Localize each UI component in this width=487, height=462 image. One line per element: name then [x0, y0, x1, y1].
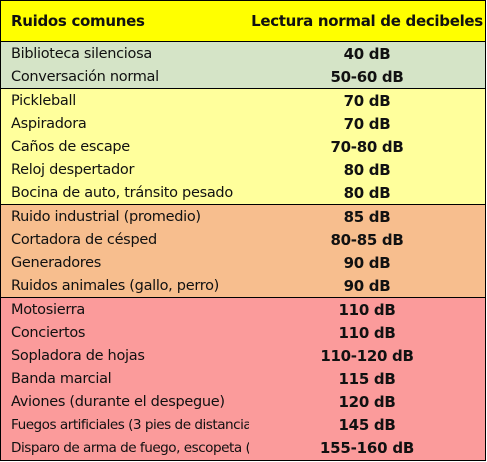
decibel-cell: 70 dB: [249, 88, 486, 112]
decibel-cell: 115 dB: [338, 369, 396, 388]
header-decibel: Lectura normal de decibeles: [249, 0, 486, 42]
decibel-cell: 90 dB: [343, 253, 391, 272]
sound-cell: Aviones (durante el despegue): [11, 393, 225, 410]
decibel-cell: 40 dB: [343, 44, 391, 63]
header-row: Ruidos comunes Lectura normal de decibel…: [0, 0, 486, 42]
decibel-cell: 80-85 dB: [330, 230, 404, 249]
sound-cell: Ruidos animales (gallo, perro): [11, 277, 220, 294]
decibel-cell: 155-160 dB: [319, 439, 415, 457]
decibel-cell: 120 dB: [338, 392, 396, 411]
decibel-cell: 70-80 dB: [330, 137, 404, 156]
decibel-cell: 80 dB: [343, 160, 391, 179]
sound-cell: Sopladora de hojas: [11, 347, 145, 364]
table-row: Motosierra 110 dB: [0, 297, 486, 321]
decibel-cell: 70 dB: [343, 114, 391, 133]
decibel-cell: 50-60 dB: [330, 67, 404, 86]
table-row: Ruido industrial (promedio) 85 dB: [0, 204, 486, 228]
sound-cell: Bocina de auto, tránsito pesado: [11, 184, 233, 201]
sound-cell: Conversación normal: [11, 68, 159, 85]
sound-cell: Ruido industrial (promedio): [0, 204, 249, 228]
decibel-cell: 145 dB: [338, 415, 396, 434]
table-row: Banda marcial 115 dB: [0, 367, 486, 390]
sound-cell: Conciertos: [11, 324, 86, 341]
header-sound: Ruidos comunes: [0, 0, 249, 42]
decibel-cell: 85 dB: [249, 204, 486, 228]
decibel-cell: 80 dB: [343, 183, 391, 202]
sound-cell: Aspiradora: [11, 115, 87, 132]
sound-cell: Disparo de arma de fuego, escopeta (rura…: [11, 440, 249, 456]
sound-cell: Caños de escape: [11, 138, 130, 155]
table-row: Caños de escape 70-80 dB: [0, 135, 486, 158]
sound-cell: Banda marcial: [11, 370, 112, 387]
sound-cell: Motosierra: [0, 297, 249, 321]
table-row: Aviones (durante el despegue) 120 dB: [0, 390, 486, 413]
sound-cell: Pickleball: [0, 88, 249, 112]
table-row: Biblioteca silenciosa 40 dB: [0, 41, 486, 65]
sound-cell: Generadores: [11, 254, 102, 271]
table-row: Generadores 90 dB: [0, 251, 486, 274]
table-row: Pickleball 70 dB: [0, 88, 486, 112]
decibel-cell: 110-120 dB: [320, 346, 414, 365]
sound-cell: Fuegos artificiales (3 pies de distancia…: [11, 416, 249, 433]
sound-cell: Cortadora de césped: [11, 231, 157, 248]
decibel-cell: 110 dB: [338, 323, 396, 342]
table-row: Conciertos 110 dB: [0, 321, 486, 344]
sound-cell: Reloj despertador: [11, 161, 135, 178]
table-row: Reloj despertador 80 dB: [0, 158, 486, 181]
decibel-cell: 90 dB: [343, 276, 391, 295]
table-row: Bocina de auto, tránsito pesado 80 dB: [0, 181, 486, 205]
table-row: Aspiradora 70 dB: [0, 112, 486, 135]
table-row: Fuegos artificiales (3 pies de distancia…: [0, 413, 486, 436]
table-row: Ruidos animales (gallo, perro) 90 dB: [0, 274, 486, 298]
table-row: Cortadora de césped 80-85 dB: [0, 228, 486, 251]
table-row: Disparo de arma de fuego, escopeta (rura…: [0, 436, 486, 461]
table-row: Sopladora de hojas 110-120 dB: [0, 344, 486, 367]
sound-cell: Biblioteca silenciosa: [11, 45, 152, 62]
table-row: Conversación normal 50-60 dB: [0, 65, 486, 89]
decibel-cell: 110 dB: [249, 297, 486, 321]
